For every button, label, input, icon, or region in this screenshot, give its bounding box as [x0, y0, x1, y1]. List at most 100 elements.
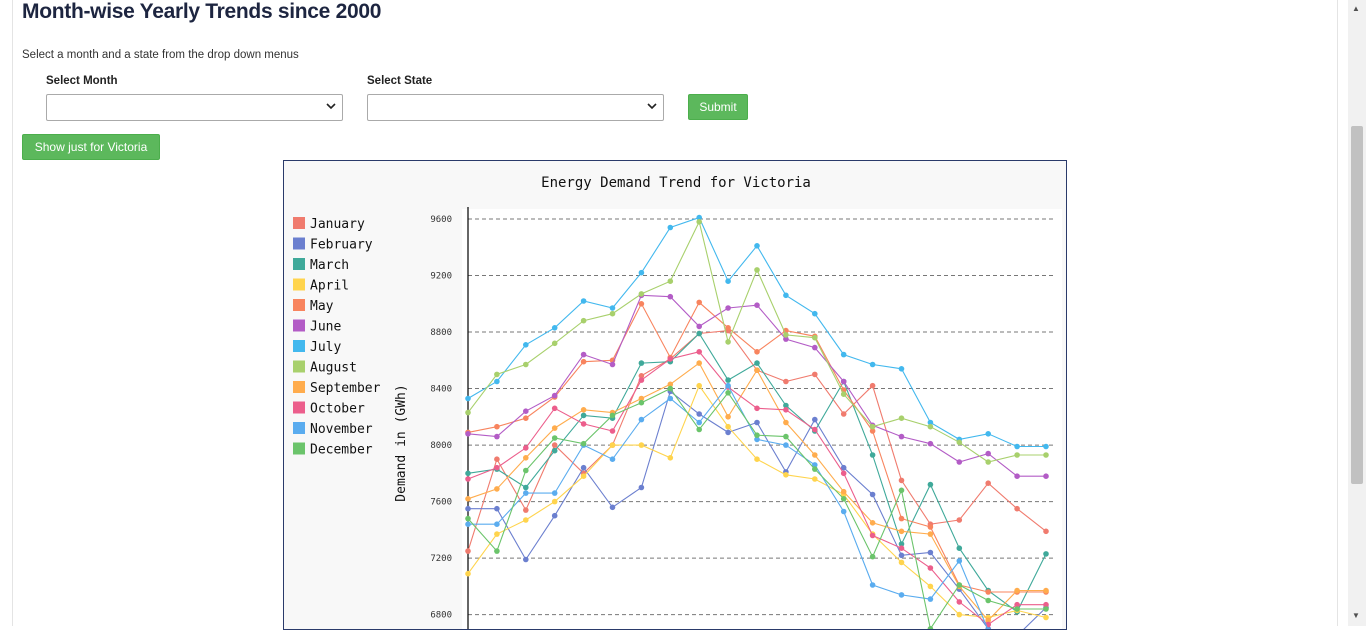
data-point — [494, 505, 500, 512]
data-point — [638, 291, 645, 297]
data-point — [985, 480, 991, 487]
data-point — [638, 484, 645, 491]
data-point — [927, 549, 934, 556]
chart-title: Energy Demand Trend for Victoria — [541, 175, 811, 191]
data-point — [1043, 473, 1049, 480]
data-point — [638, 399, 645, 406]
data-point — [927, 531, 934, 537]
chevron-down-icon — [326, 100, 336, 115]
legend-swatch — [293, 422, 305, 434]
data-point — [609, 456, 616, 463]
data-point — [956, 599, 963, 605]
data-point — [812, 452, 818, 458]
data-point — [812, 371, 818, 378]
legend-swatch — [293, 381, 305, 393]
data-point — [812, 310, 818, 317]
data-point — [523, 507, 529, 513]
data-point — [783, 332, 789, 338]
data-point — [812, 416, 818, 423]
legend-label: January — [310, 217, 365, 232]
data-point — [551, 442, 558, 448]
data-point — [927, 524, 934, 530]
legend-swatch — [293, 360, 305, 373]
legend-label: August — [310, 361, 357, 376]
data-point — [927, 423, 934, 430]
legend-label: July — [310, 340, 341, 355]
data-point — [898, 552, 905, 559]
page-container: Month-wise Yearly Trends since 2000 Sele… — [12, 0, 1338, 630]
data-point — [725, 305, 731, 311]
data-point — [783, 433, 789, 440]
data-point — [898, 415, 905, 421]
data-point — [638, 301, 645, 307]
data-point — [812, 466, 818, 472]
data-point — [869, 520, 876, 526]
data-point — [840, 488, 847, 495]
data-point — [956, 545, 963, 551]
data-point — [812, 476, 818, 482]
page-scrollbar[interactable]: ▲ ▼ — [1348, 0, 1366, 626]
data-point — [754, 267, 760, 273]
data-point — [696, 330, 702, 337]
data-point — [638, 269, 645, 276]
data-point — [638, 377, 645, 383]
data-point — [840, 391, 847, 397]
show-victoria-button[interactable]: Show just for Victoria — [22, 134, 160, 160]
legend-label: September — [310, 381, 381, 396]
select-state-dropdown[interactable] — [367, 94, 664, 121]
data-point — [840, 378, 847, 385]
data-point — [667, 293, 674, 300]
data-point — [812, 344, 818, 351]
data-point — [696, 360, 702, 366]
data-point — [840, 496, 847, 502]
data-point — [869, 491, 876, 498]
data-point — [725, 414, 731, 420]
data-point — [898, 366, 905, 372]
data-point — [956, 558, 963, 564]
data-point — [523, 517, 529, 523]
plot-area — [462, 209, 1062, 629]
submit-button[interactable]: Submit — [688, 94, 748, 120]
select-month-dropdown[interactable] — [46, 94, 343, 121]
data-point — [985, 589, 991, 595]
data-point — [523, 415, 529, 421]
data-point — [783, 419, 789, 426]
legend-swatch — [293, 299, 305, 311]
data-point — [465, 521, 471, 527]
select-month-label: Select Month — [46, 75, 118, 87]
data-point — [1043, 551, 1049, 557]
data-point — [956, 517, 963, 523]
data-point — [1014, 452, 1020, 458]
data-point — [523, 342, 529, 348]
y-tick-label: 7600 — [430, 498, 452, 508]
data-point — [754, 302, 760, 308]
scroll-thumb[interactable] — [1351, 126, 1363, 484]
energy-demand-chart: Energy Demand Trend for Victoria 6800 7200… — [293, 175, 1062, 629]
data-point — [812, 426, 818, 433]
data-point — [465, 548, 471, 554]
data-point — [869, 532, 876, 539]
data-point — [494, 521, 500, 527]
data-point — [551, 512, 558, 519]
data-point — [725, 390, 731, 396]
data-point — [696, 426, 702, 433]
data-point — [869, 382, 876, 389]
data-point — [754, 436, 760, 443]
data-point — [523, 361, 529, 368]
y-tick-label: 8000 — [430, 441, 452, 451]
data-point — [927, 440, 934, 447]
data-point — [927, 419, 934, 426]
data-point — [725, 429, 731, 436]
data-point — [754, 405, 760, 412]
data-point — [523, 484, 529, 491]
data-point — [754, 419, 760, 426]
legend-label: April — [310, 279, 349, 294]
data-point — [580, 298, 587, 304]
data-point — [638, 395, 645, 402]
data-point — [927, 583, 934, 590]
scroll-up-arrow-icon[interactable]: ▲ — [1352, 4, 1360, 13]
scroll-down-arrow-icon[interactable]: ▼ — [1352, 611, 1360, 620]
data-point — [696, 299, 702, 306]
legend-label: February — [310, 238, 373, 253]
data-point — [667, 278, 674, 284]
